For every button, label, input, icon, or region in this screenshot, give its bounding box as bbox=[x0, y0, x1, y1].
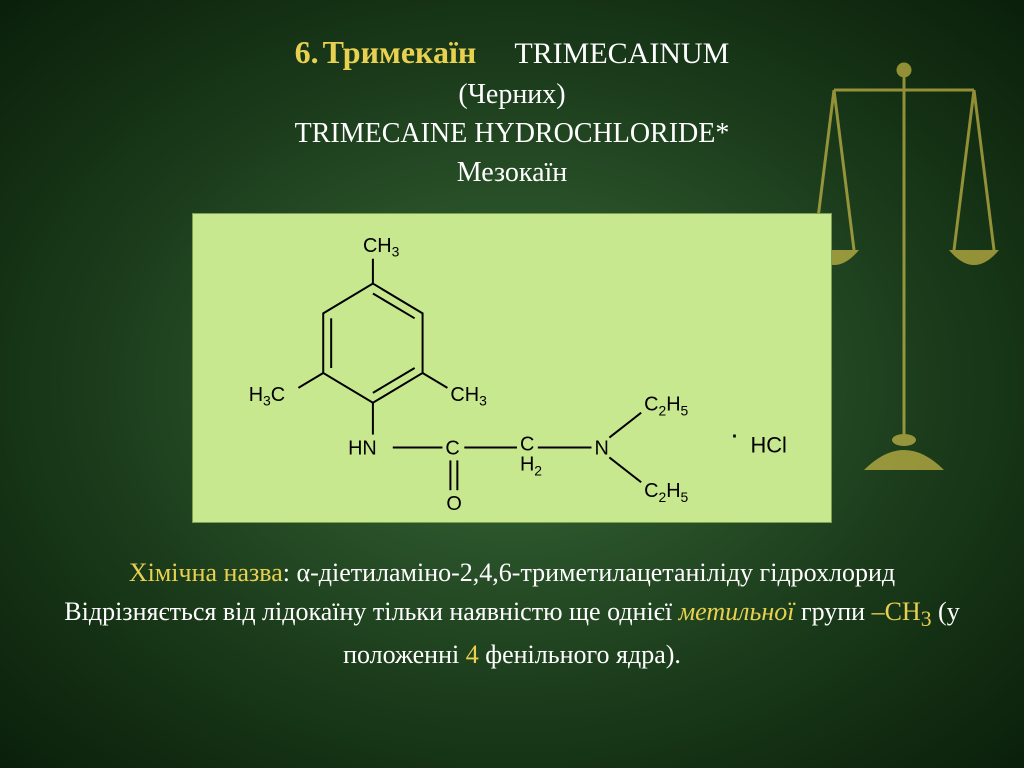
ch3-text: –СН3 bbox=[872, 597, 932, 626]
title-number: 6. bbox=[295, 34, 319, 70]
svg-text:C: C bbox=[520, 433, 534, 455]
scales-icon bbox=[804, 50, 1004, 500]
structure-svg: CH3 H3C CH3 HN C O C H2 N C2H5 C2H5 . HC… bbox=[193, 214, 831, 522]
svg-text:HCl: HCl bbox=[750, 432, 786, 457]
title-latin: Trimecainum bbox=[514, 37, 729, 70]
diff-text-pre: Відрізняється від лідокаїну тільки наявн… bbox=[64, 597, 678, 626]
svg-text:C2H5: C2H5 bbox=[644, 393, 688, 418]
svg-text:O: O bbox=[446, 493, 461, 515]
svg-text:N: N bbox=[594, 437, 608, 459]
svg-text:CH3: CH3 bbox=[450, 383, 487, 408]
chem-name-label: Хімічна назва bbox=[129, 558, 283, 587]
title-name: Тримекаїн bbox=[323, 34, 477, 70]
svg-text:H2: H2 bbox=[520, 453, 542, 478]
group-pre: групи bbox=[794, 597, 871, 626]
svg-text:HN: HN bbox=[348, 437, 377, 459]
svg-text:.: . bbox=[731, 412, 739, 443]
chem-name-value: : α-діетиламіно-2,4,6-триметилацетанілід… bbox=[283, 558, 895, 587]
tail-text: фенільного ядра). bbox=[479, 640, 681, 669]
svg-text:CH3: CH3 bbox=[363, 234, 400, 259]
chemical-structure: CH3 H3C CH3 HN C O C H2 N C2H5 C2H5 . HC… bbox=[192, 213, 832, 523]
svg-text:H3C: H3C bbox=[249, 383, 285, 408]
pos-num: 4 bbox=[466, 640, 479, 669]
description-block: Хімічна назва: α-діетиламіно-2,4,6-триме… bbox=[0, 553, 1024, 675]
methyl-text: метильної bbox=[679, 597, 795, 626]
svg-text:C2H5: C2H5 bbox=[644, 480, 688, 505]
svg-text:C: C bbox=[445, 437, 459, 459]
